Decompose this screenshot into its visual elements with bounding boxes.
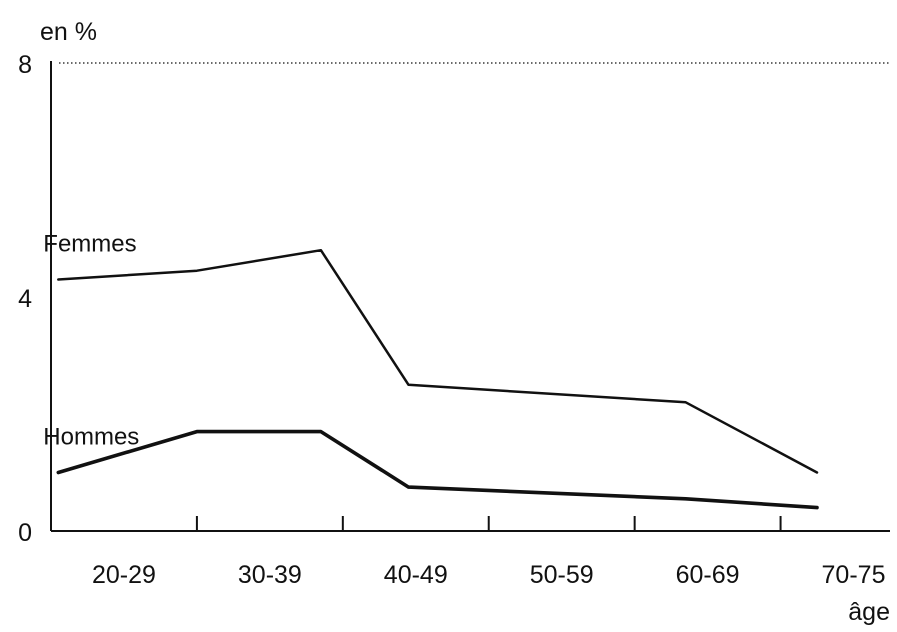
x-tick-label: 40-49 <box>384 561 448 589</box>
x-tick-label: 20-29 <box>92 561 156 589</box>
series-label-hommes: Hommes <box>43 424 139 451</box>
series-label-femmes: Femmes <box>43 230 136 257</box>
series-labels: Femmes Hommes <box>43 230 139 450</box>
x-axis-label: âge <box>848 598 890 626</box>
series-lines <box>56 248 819 510</box>
series-line-hommes <box>56 429 819 510</box>
x-tick-label: 70-75 <box>822 561 886 589</box>
x-ticks <box>195 516 782 531</box>
y-tick-labels: 0 4 8 <box>18 51 32 547</box>
x-tick-label: 30-39 <box>238 561 302 589</box>
x-tick-label: 50-59 <box>530 561 594 589</box>
x-tick-label: 60-69 <box>676 561 740 589</box>
y-tick-label: 8 <box>18 51 32 79</box>
y-axis-label: en % <box>40 18 97 46</box>
y-tick-label: 0 <box>18 519 32 547</box>
y-tick-label: 4 <box>18 285 32 313</box>
axes <box>50 61 890 532</box>
x-tick-labels: 20-29 30-39 40-49 50-59 60-69 70-75 <box>92 561 886 589</box>
series-line-femmes <box>57 248 819 474</box>
